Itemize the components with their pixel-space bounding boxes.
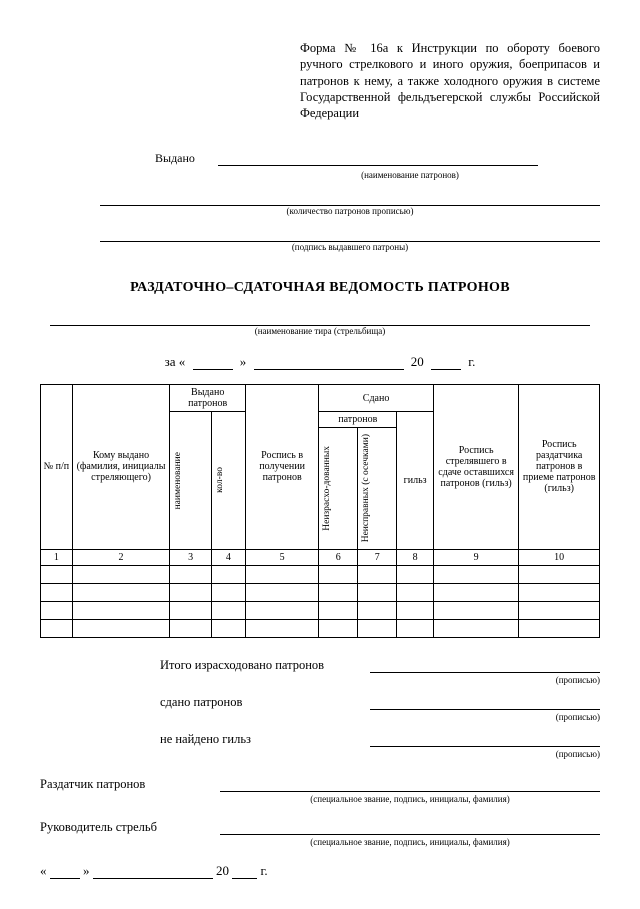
col-who: Кому выдано (фамилия, инициалы стреляюще… <box>72 385 170 549</box>
date-yr: г. <box>468 354 475 369</box>
total-spent-field[interactable] <box>370 659 600 673</box>
col-sig-issuer: Роспись раздатчика патронов в приеме пат… <box>519 385 600 549</box>
col-unspent: Неизрасхо-дованных <box>319 428 358 549</box>
date-day-field[interactable] <box>193 356 233 370</box>
table-row[interactable] <box>41 619 600 637</box>
bottom-year-field[interactable] <box>232 865 257 879</box>
form-page: Форма № 16а к Инструкции по обороту боев… <box>0 0 640 909</box>
total-spent-cap: (прописью) <box>160 675 600 685</box>
col-patr: патронов <box>319 412 397 428</box>
sig-issuer-field[interactable] <box>220 778 600 792</box>
issued-cap-1: (наименование патронов) <box>220 170 600 180</box>
sig-issuer-cap: (специальное звание, подпись, инициалы, … <box>220 794 600 804</box>
bottom-day-field[interactable] <box>50 865 80 879</box>
ledger-table: № п/п Кому выдано (фамилия, инициалы стр… <box>40 384 600 637</box>
date-close: » <box>240 354 247 369</box>
date-za: за « <box>165 354 186 369</box>
total-returned-cap: (прописью) <box>160 712 600 722</box>
signatures-block: Раздатчик патронов (специальное звание, … <box>40 777 600 847</box>
bottom-month-field[interactable] <box>93 865 213 879</box>
issued-sign-field[interactable] <box>100 228 600 242</box>
date-20: 20 <box>411 354 424 369</box>
date-year-field[interactable] <box>431 356 461 370</box>
col-receipt: Роспись в получении патронов <box>246 385 319 549</box>
total-returned-field[interactable] <box>370 696 600 710</box>
total-missing-label: не найдено гильз <box>160 732 370 747</box>
sig-leader-label: Руководитель стрельб <box>40 820 220 835</box>
range-caption: (наименование тира (стрельбища) <box>40 326 600 336</box>
issued-line-1: Выдано <box>155 151 600 166</box>
col-returned-group: Сдано <box>319 385 434 412</box>
date-month-field[interactable] <box>254 356 404 370</box>
col-cases: гильз <box>397 412 434 549</box>
col-qty: кол-во <box>211 412 245 549</box>
col-name: наименование <box>170 412 211 549</box>
col-sig-shooter: Роспись стрелявшего в сдаче оставшихся п… <box>433 385 518 549</box>
bottom-date-row: « » 20 г. <box>40 863 600 879</box>
table-row[interactable] <box>41 565 600 583</box>
issued-cap-3: (подпись выдавшего патроны) <box>100 242 600 252</box>
col-issued-group: Выдано патронов <box>170 385 246 412</box>
sig-issuer-label: Раздатчик патронов <box>40 777 220 792</box>
issued-name-field[interactable] <box>218 152 538 166</box>
table-row[interactable] <box>41 601 600 619</box>
total-returned-label: сдано патронов <box>160 695 370 710</box>
col-faulty: Неисправных (с осечками) <box>358 428 397 549</box>
issued-cap-2: (количество патронов прописью) <box>100 206 600 216</box>
sig-leader-field[interactable] <box>220 821 600 835</box>
document-title: РАЗДАТОЧНО–СДАТОЧНАЯ ВЕДОМОСТЬ ПАТРОНОВ <box>40 280 600 296</box>
total-missing-cap: (прописью) <box>160 749 600 759</box>
table-row[interactable] <box>41 583 600 601</box>
issued-label: Выдано <box>155 151 215 166</box>
total-spent-label: Итого израсходовано патронов <box>160 658 370 673</box>
table-body <box>41 565 600 637</box>
range-name-field[interactable] <box>50 312 590 326</box>
column-number-row: 1 2 3 4 5 6 7 8 9 10 <box>41 549 600 565</box>
total-missing-field[interactable] <box>370 733 600 747</box>
period-date-row: за « » 20 г. <box>40 354 600 370</box>
sig-leader-cap: (специальное звание, подпись, инициалы, … <box>220 837 600 847</box>
issued-qty-field[interactable] <box>100 192 600 206</box>
totals-block: Итого израсходовано патронов (прописью) … <box>160 658 600 759</box>
col-np: № п/п <box>41 385 73 549</box>
form-reference-header: Форма № 16а к Инструкции по обороту боев… <box>300 40 600 121</box>
